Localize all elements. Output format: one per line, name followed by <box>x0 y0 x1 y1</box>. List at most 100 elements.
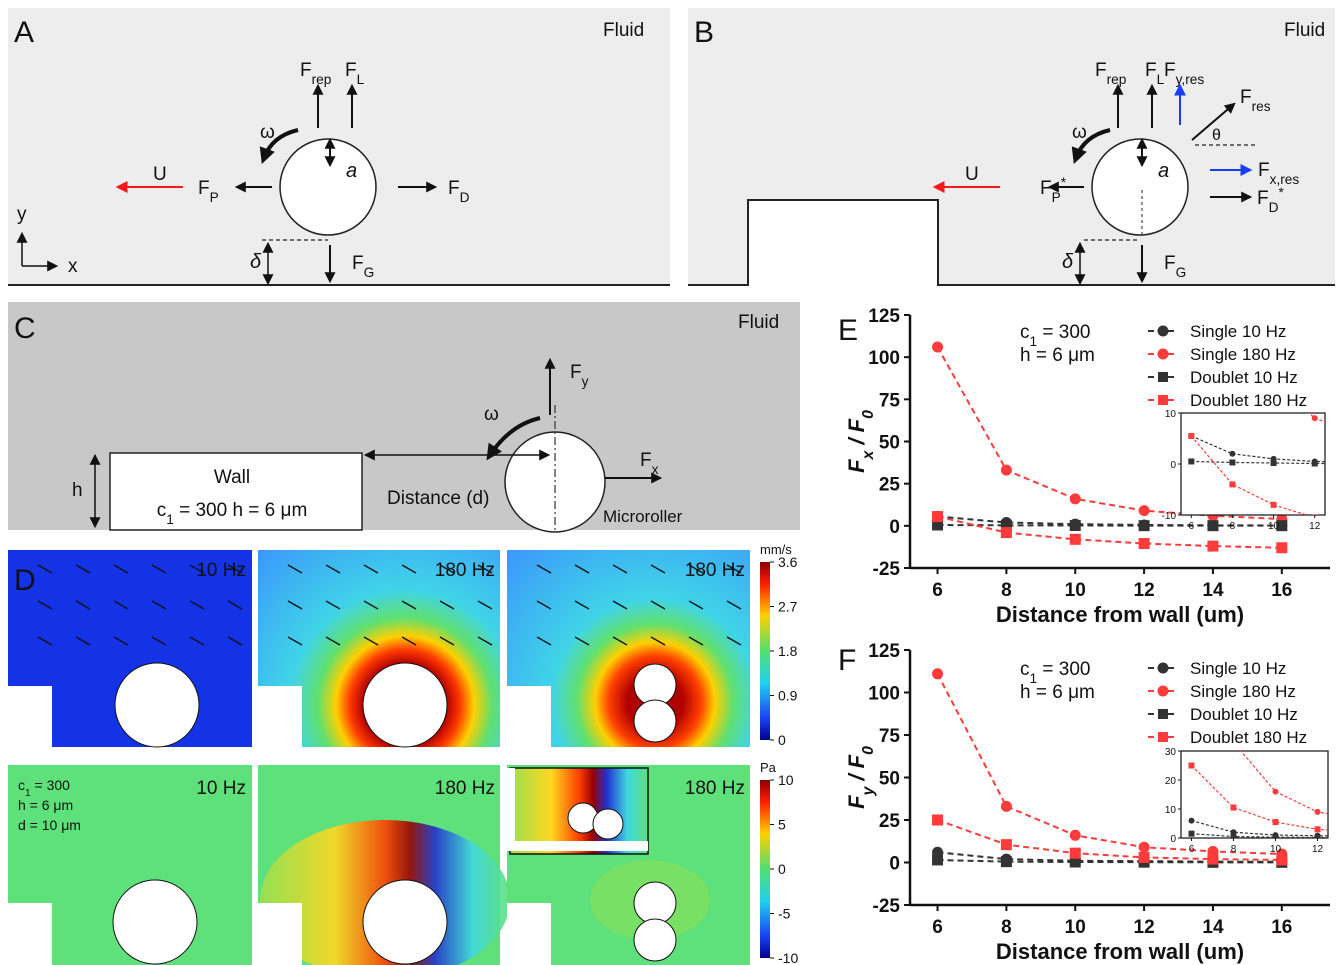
text-part: 1 <box>25 788 31 799</box>
force-label: Fx <box>640 450 659 477</box>
particle <box>112 879 198 965</box>
y-tick-label: 25 <box>879 475 901 496</box>
flow-arrow <box>688 636 704 646</box>
point <box>1230 804 1237 811</box>
force-label: FP <box>198 178 219 205</box>
force-label: FD <box>448 178 470 205</box>
legend-label: Doublet 180 Hz <box>1190 391 1307 410</box>
wall-params: c1 = 300 h = 6 μm <box>157 500 308 527</box>
legend-marker <box>1158 709 1168 719</box>
text-part: F <box>345 60 357 81</box>
x-axis-label: Distance from wall (um) <box>996 602 1244 627</box>
text-part: c <box>1020 322 1030 343</box>
inset-wall <box>505 768 648 851</box>
inset-frame <box>1180 750 1329 839</box>
rotation-arrow <box>1071 128 1111 165</box>
force-label: FP* <box>1040 175 1067 205</box>
point <box>1230 833 1237 838</box>
flow-arrow <box>612 600 628 610</box>
point <box>1207 540 1219 552</box>
inset-y-tick-label: 10 <box>1165 805 1177 816</box>
force-label: FG <box>352 253 374 280</box>
arrow <box>1191 102 1236 141</box>
panel-letter: C <box>14 312 36 345</box>
y-tick-label: 0 <box>889 854 900 875</box>
flow-arrow <box>325 600 341 610</box>
wall-notch <box>258 903 302 965</box>
flow-arrow <box>650 600 666 610</box>
point <box>1207 853 1219 865</box>
point <box>1138 841 1150 853</box>
x-tick-label: 16 <box>1271 580 1292 601</box>
frequency-label: 180 Hz <box>685 560 745 581</box>
inset-y-tick-label: 0 <box>1170 460 1176 471</box>
flow-arrow <box>688 600 704 610</box>
inset-x-tick-label: 12 <box>1309 521 1321 532</box>
point <box>1276 854 1288 866</box>
legend-label: Doublet 10 Hz <box>1190 368 1298 387</box>
point <box>1000 464 1012 476</box>
wall-notch <box>8 686 52 748</box>
flow-arrow <box>287 564 303 574</box>
frequency-label: 180 Hz <box>435 560 495 581</box>
text-part: F <box>570 362 582 383</box>
point <box>1188 762 1195 769</box>
point <box>932 341 944 353</box>
flow-arrow <box>401 600 417 610</box>
text-part: rep <box>1107 72 1127 87</box>
force-label: Fy <box>570 362 589 389</box>
point <box>1138 520 1150 532</box>
point <box>1138 851 1150 863</box>
wall <box>109 452 363 531</box>
point <box>1272 834 1279 838</box>
frequency-label: 10 Hz <box>196 778 246 799</box>
flow-arrow <box>113 636 129 646</box>
flow-arrow <box>439 564 455 574</box>
y-tick-label: 25 <box>879 811 901 832</box>
colorbar-tick-label: -5 <box>778 906 791 922</box>
point <box>1314 834 1321 838</box>
y-tick-label: 125 <box>868 641 900 662</box>
inset-plot <box>1188 751 1328 838</box>
flow-arrow <box>189 636 205 646</box>
text-part: x <box>652 462 659 477</box>
point <box>1272 819 1279 826</box>
colorbar-tick-label: -10 <box>778 950 798 965</box>
axis-label: x <box>68 256 78 277</box>
flow-arrow <box>574 564 590 574</box>
velocity-label: U <box>153 164 167 185</box>
legend-marker <box>1157 348 1169 360</box>
inset-x-tick-label: 12 <box>1312 844 1324 855</box>
text-part: 1 <box>1030 334 1038 349</box>
text-part: L <box>357 72 365 87</box>
annotation: c1 = 300 <box>1020 659 1090 686</box>
flow-arrow <box>325 636 341 646</box>
text-part: c <box>18 777 25 793</box>
series-line <box>937 858 1282 864</box>
flow-arrow <box>401 564 417 574</box>
text-part: h = 6 μm <box>1020 682 1095 703</box>
colorbar <box>760 780 770 958</box>
axis-label: y <box>17 204 27 225</box>
series-line <box>937 515 1282 549</box>
text-part: = 300 h = 6 μm <box>174 500 307 521</box>
wall-notch <box>507 686 551 748</box>
text-part: y <box>860 785 877 796</box>
flow-arrow <box>726 636 742 646</box>
point <box>1314 808 1321 815</box>
series-line <box>1191 460 1325 465</box>
particle <box>114 662 200 748</box>
legend-marker <box>1158 395 1168 405</box>
legend-marker <box>1157 325 1169 337</box>
point <box>1276 542 1288 554</box>
text-part: * <box>1278 185 1284 200</box>
flow-arrow <box>574 636 590 646</box>
height-label: h <box>72 480 83 501</box>
flow-arrow <box>189 600 205 610</box>
point <box>1229 481 1236 488</box>
text-part: F <box>300 60 312 81</box>
force-label: Frep <box>300 60 332 87</box>
flow-arrow <box>726 600 742 610</box>
flow-arrow <box>439 636 455 646</box>
point <box>1311 460 1318 467</box>
